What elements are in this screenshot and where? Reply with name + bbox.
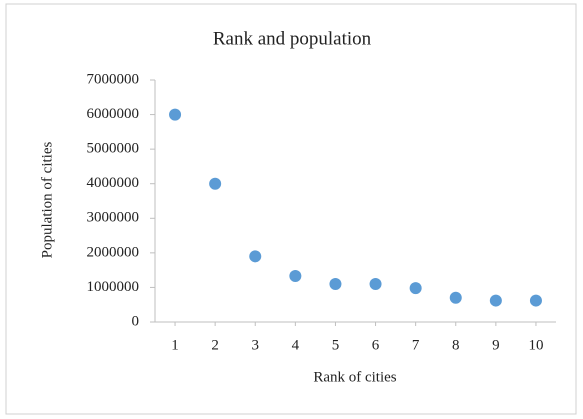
y-tick-label: 1000000: [87, 279, 140, 295]
x-tick-label: 8: [452, 337, 460, 353]
x-tick-label: 9: [492, 337, 500, 353]
point: [329, 277, 342, 290]
chart-title: Rank and population: [213, 28, 372, 49]
y-axis-title: Population of cities: [39, 142, 55, 259]
y-tick-label: 0: [132, 313, 140, 329]
x-tick-label: 1: [171, 337, 179, 353]
point: [289, 270, 302, 283]
x-tick-label: 3: [252, 337, 260, 353]
y-tick-label: 3000000: [87, 210, 140, 226]
x-tick-label: 7: [412, 337, 420, 353]
x-tick-label: 10: [528, 337, 543, 353]
y-tick-label: 7000000: [87, 71, 140, 87]
y-tick-label: 4000000: [87, 175, 140, 191]
y-tick-label: 5000000: [87, 141, 140, 157]
point: [169, 108, 182, 121]
chart-border: [5, 3, 577, 415]
x-tick-label: 5: [332, 337, 340, 353]
y-tick-label: 6000000: [87, 106, 140, 122]
point: [369, 277, 382, 290]
point: [209, 177, 222, 190]
point: [529, 294, 542, 307]
y-tick-label: 2000000: [87, 244, 140, 260]
point: [249, 250, 262, 263]
x-tick-label: 4: [292, 337, 300, 353]
point: [449, 291, 462, 304]
x-tick-label: 2: [211, 337, 219, 353]
point: [489, 294, 502, 307]
x-tick-label: 6: [372, 337, 380, 353]
point: [409, 282, 422, 295]
x-axis-title: Rank of cities: [313, 369, 396, 385]
